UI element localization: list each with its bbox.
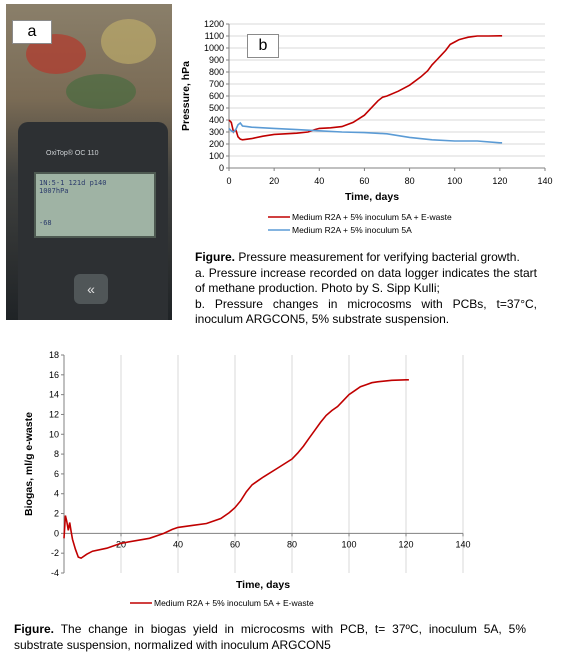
panel-a-label: a	[12, 20, 52, 44]
y-tick-label: 2	[54, 509, 59, 519]
y-tick-label: 12	[49, 409, 59, 419]
y-tick-label: 400	[209, 115, 224, 125]
y-tick-label: 1200	[204, 19, 224, 29]
x-axis-title: Time, days	[236, 579, 290, 591]
y-tick-label: 4	[54, 489, 59, 499]
x-axis-title: Time, days	[345, 191, 399, 203]
y-tick-label: -2	[51, 548, 59, 558]
y-tick-label: 6	[54, 469, 59, 479]
x-tick-label: 20	[269, 176, 279, 186]
y-tick-label: 600	[209, 91, 224, 101]
y-tick-label: 200	[209, 139, 224, 149]
y-tick-label: 800	[209, 67, 224, 77]
panel-b-label: b	[247, 34, 279, 58]
x-tick-label: 100	[341, 539, 356, 549]
y-tick-label: 18	[49, 350, 59, 360]
y-tick-label: -4	[51, 568, 59, 578]
x-tick-label: 20	[116, 539, 126, 549]
photo-background-shape	[101, 19, 156, 64]
device-button-icon: «	[74, 274, 108, 304]
y-tick-label: 14	[49, 390, 59, 400]
device-brand-label: OxiTop® OC 110	[46, 150, 99, 157]
legend-label: Medium R2A + 5% inoculum 5A + E-waste	[292, 212, 452, 222]
x-tick-label: 40	[173, 539, 183, 549]
caption-1-line-1: Pressure measurement for verifying bacte…	[235, 250, 520, 264]
y-tick-label: 16	[49, 370, 59, 380]
y-tick-label: 10	[49, 429, 59, 439]
y-tick-label: 500	[209, 103, 224, 113]
y-axis-title: Pressure, hPa	[180, 61, 192, 131]
oxitop-photo: OxiTop® OC 110 1N:5-1 121d p140 1007hPa …	[6, 4, 172, 320]
y-axis-title: Biogas, ml/g e-waste	[23, 412, 35, 516]
x-tick-label: 120	[492, 176, 507, 186]
figure-caption-1: Figure. Pressure measurement for verifyi…	[195, 250, 537, 328]
caption-1-line-2: a. Pressure increase recorded on data lo…	[195, 265, 537, 296]
legend-label: Medium R2A + 5% inoculum 5A + E-waste	[154, 598, 314, 608]
figure-caption-2: Figure. The change in biogas yield in mi…	[14, 622, 526, 653]
legend-label: Medium R2A + 5% inoculum 5A	[292, 225, 412, 235]
y-tick-label: 700	[209, 79, 224, 89]
y-tick-label: 300	[209, 127, 224, 137]
device-screen	[34, 172, 156, 238]
caption-2-text: The change in biogas yield in microcosms…	[14, 622, 526, 652]
screen-line-2: 1007hPa	[39, 187, 69, 195]
x-tick-label: 60	[359, 176, 369, 186]
series-line	[63, 379, 409, 559]
x-tick-label: 140	[455, 539, 470, 549]
y-tick-label: 1000	[204, 43, 224, 53]
x-tick-label: 40	[314, 176, 324, 186]
y-tick-label: 900	[209, 55, 224, 65]
x-tick-label: 60	[230, 539, 240, 549]
photo-background-shape	[66, 74, 136, 109]
x-tick-label: 80	[287, 539, 297, 549]
x-tick-label: 120	[398, 539, 413, 549]
x-tick-label: 80	[405, 176, 415, 186]
x-tick-label: 100	[447, 176, 462, 186]
x-tick-label: 140	[537, 176, 552, 186]
caption-1-label: Figure.	[195, 250, 236, 264]
screen-line-1: 1N:5-1 121d p140	[39, 179, 107, 187]
y-tick-label: 0	[219, 163, 224, 173]
y-tick-label: 8	[54, 449, 59, 459]
y-tick-label: 0	[54, 528, 59, 538]
x-tick-label: 0	[226, 176, 231, 186]
screen-line-3: -68	[39, 219, 52, 227]
y-tick-label: 100	[209, 151, 224, 161]
device-screen-text: 1N:5-1 121d p140 1007hPa -68	[39, 179, 106, 227]
caption-1-line-3: b. Pressure changes in microcosms with P…	[195, 296, 537, 327]
series-line	[228, 121, 503, 144]
y-tick-label: 1100	[205, 31, 224, 41]
caption-2-label: Figure.	[14, 622, 55, 636]
